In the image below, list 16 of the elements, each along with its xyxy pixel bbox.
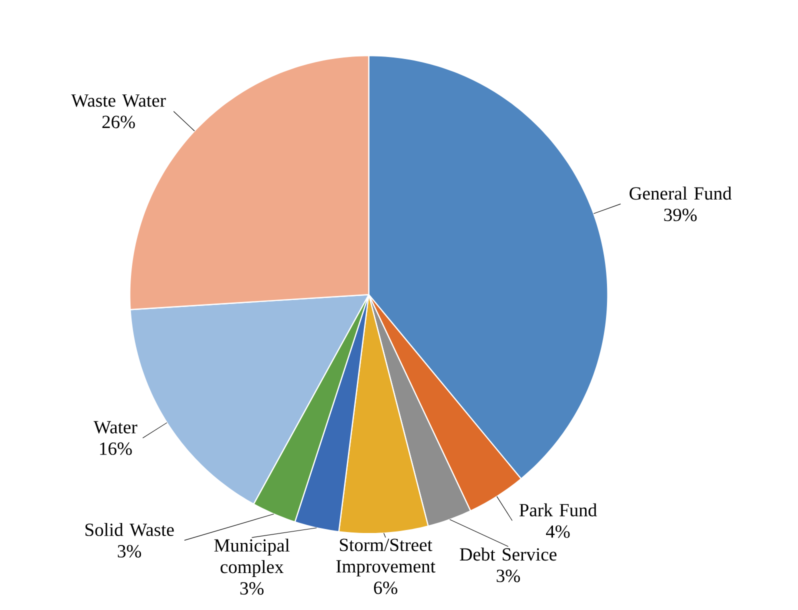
data-label: 16% bbox=[100, 442, 132, 456]
slice-label: Park Fund bbox=[519, 503, 597, 517]
slice-label: Water bbox=[94, 421, 138, 434]
data-label: 4% bbox=[546, 525, 570, 538]
slice-label: Waste Water bbox=[71, 94, 166, 107]
data-label: 6% bbox=[374, 582, 398, 594]
data-label: 3% bbox=[240, 582, 264, 595]
data-label: 39% bbox=[664, 208, 697, 222]
data-label: 3% bbox=[496, 570, 520, 582]
slice-label: General Fund bbox=[630, 186, 732, 200]
slice-label: Storm/Street Improvement bbox=[336, 538, 436, 577]
slice-label: Municipal complex bbox=[214, 538, 290, 578]
slice-label: Solid Waste bbox=[86, 523, 174, 536]
data-label: 26% bbox=[102, 116, 135, 128]
slice-label: Debt Service bbox=[460, 548, 556, 561]
data-label: 3% bbox=[118, 545, 142, 558]
